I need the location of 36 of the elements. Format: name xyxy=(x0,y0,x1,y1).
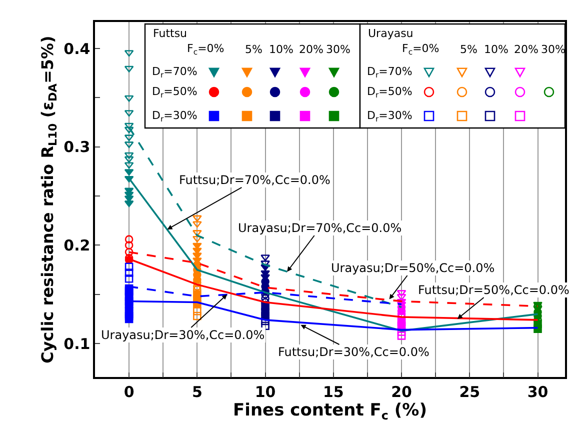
annotation: D$_{r}$=50% xyxy=(367,85,412,100)
annotation: D$_{r}$=70% xyxy=(152,65,198,80)
annotation: Urayasu;Dr=50%,Cc=0.0% xyxy=(331,261,495,275)
annotation: F$_{c}$=0% xyxy=(402,42,440,56)
annotation: Urayasu;Dr=30%,Cc=0.0% xyxy=(101,328,265,342)
x-tick-label: 20 xyxy=(391,382,412,401)
annotation: D$_{r}$=50% xyxy=(152,85,198,100)
annotation: Futtsu;Dr=70%,Cc=0.0% xyxy=(179,173,330,187)
annotation: 10% xyxy=(269,43,294,56)
x-axis-title: Fines content F$_{c}$ (%) xyxy=(233,400,427,422)
y-tick-label: 0.3 xyxy=(64,138,90,156)
annotation: Futtsu;Dr=50%,Cc=0.0% xyxy=(418,283,570,297)
y-tick-label: 0.1 xyxy=(64,334,90,353)
y-tick-label: 0.2 xyxy=(64,236,90,254)
annotation: D$_{r}$=30% xyxy=(367,109,412,124)
annotation: 20% xyxy=(299,43,324,56)
annotation: Urayasu;Dr=70%,Cc=0.0% xyxy=(238,221,402,235)
annotation: 5% xyxy=(245,43,262,56)
annotation: F$_{c}$=0% xyxy=(187,42,224,56)
annotation: 30% xyxy=(326,43,350,56)
annotation: D$_{r}$=30% xyxy=(152,109,198,124)
annotation: Futtsu xyxy=(153,27,188,40)
x-tick-label: 0 xyxy=(124,382,134,401)
annotation: Urayasu xyxy=(368,27,414,40)
x-tick-label: 5 xyxy=(192,382,202,401)
annotation: 5% xyxy=(460,43,478,56)
annotation: D$_{r}$=70% xyxy=(367,65,412,80)
annotation: 20% xyxy=(514,43,538,56)
annotation: 10% xyxy=(484,43,508,56)
y-tick-label: 0.4 xyxy=(64,40,90,58)
x-tick-label: 10 xyxy=(254,382,276,401)
x-tick-label: 25 xyxy=(459,382,480,401)
annotation: Futtsu;Dr=30%,Cc=0.0% xyxy=(278,345,430,359)
x-tick-label: 15 xyxy=(322,382,344,401)
annotation: 30% xyxy=(541,43,566,56)
x-tick-label: 30 xyxy=(527,382,548,401)
